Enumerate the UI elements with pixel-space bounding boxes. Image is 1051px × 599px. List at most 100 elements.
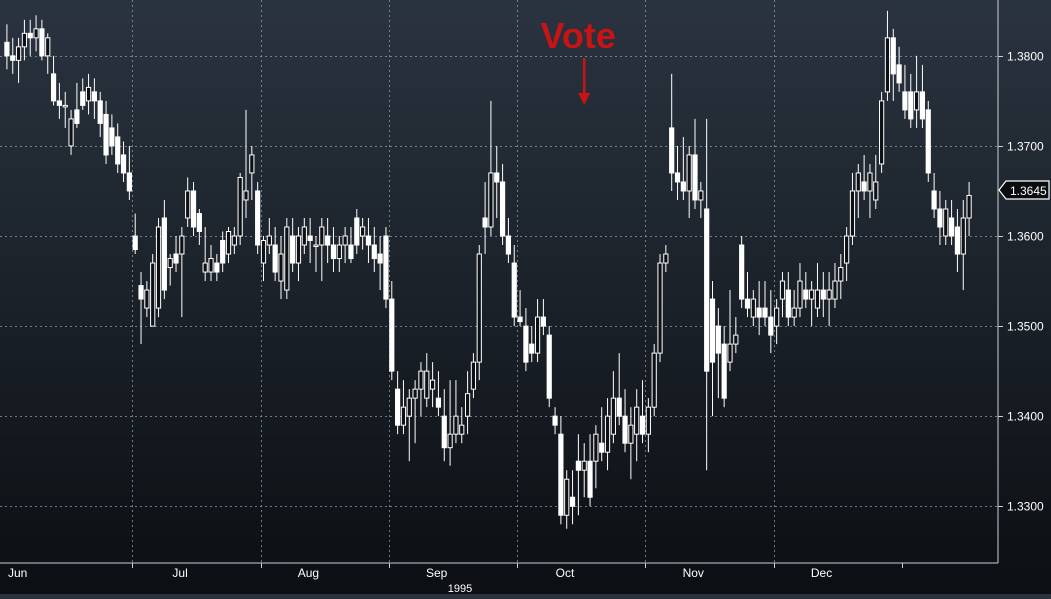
candle-body-down — [587, 460, 593, 498]
candle — [336, 236, 342, 273]
candle-body-down — [50, 73, 57, 102]
candle-body-down — [196, 212, 202, 233]
candle-body-down — [494, 172, 500, 183]
candle — [750, 290, 756, 327]
candle-body-down — [383, 235, 389, 300]
candle-body-down — [540, 316, 546, 327]
candle-body-down — [639, 415, 646, 435]
candle — [424, 353, 430, 408]
candle — [167, 254, 173, 286]
candle-body-up — [45, 37, 51, 57]
candle — [208, 245, 214, 282]
candle — [214, 254, 220, 282]
vote-annotation: Vote — [541, 15, 616, 105]
candle-body-up — [284, 226, 290, 291]
candle — [674, 145, 681, 200]
candle-body-up — [657, 262, 663, 354]
candle-body-down — [569, 496, 576, 507]
candle — [255, 181, 261, 255]
candle — [144, 281, 150, 318]
annotation-vote-label: Vote — [541, 15, 616, 56]
candle — [126, 145, 132, 200]
candle-body-up — [406, 397, 412, 417]
candle-body-down — [132, 235, 138, 251]
x-tick-label: Aug — [298, 566, 319, 580]
candle — [365, 217, 372, 264]
candle-body-down — [785, 289, 791, 318]
candle — [669, 73, 675, 191]
candle-body-down — [739, 244, 745, 300]
candle — [645, 398, 651, 453]
candle-body-down — [482, 217, 488, 228]
candle-body-down — [290, 235, 296, 264]
x-tick-label: Jun — [8, 566, 27, 580]
candle — [39, 19, 45, 61]
candle-body-down — [575, 460, 581, 471]
candle-body-up — [488, 172, 494, 228]
candle-body-up — [202, 262, 208, 273]
candle-body-down — [511, 262, 517, 318]
candle — [62, 91, 68, 128]
candle-body-down — [896, 64, 902, 84]
y-tick-label: 1.3500 — [1007, 320, 1044, 334]
candle-body-up — [15, 46, 22, 61]
candle — [639, 380, 646, 444]
candle-body-down — [861, 181, 867, 192]
candle — [50, 55, 57, 106]
candle — [762, 281, 768, 327]
candle-body-down — [389, 298, 395, 372]
candle-body-down — [27, 32, 33, 39]
candle-body-down — [499, 181, 506, 237]
candle-body-down — [348, 244, 354, 260]
candle — [774, 299, 780, 345]
candle — [33, 15, 39, 52]
candle-body-up — [400, 406, 407, 426]
candle-body-down — [704, 208, 710, 372]
candle-body-down — [97, 100, 103, 124]
candle — [581, 443, 587, 498]
candle-body-up — [604, 415, 611, 453]
candle-body-down — [558, 433, 564, 516]
candle-body-up — [750, 298, 756, 318]
last-price-box — [998, 180, 1050, 200]
candle-body-down — [925, 109, 931, 174]
candle-body-down — [954, 226, 961, 255]
candle-body-up — [873, 181, 879, 201]
y-tick-label: 1.3400 — [1007, 410, 1044, 424]
candle — [873, 154, 879, 209]
candle — [342, 227, 348, 264]
candle — [45, 33, 51, 74]
candle — [593, 425, 599, 489]
candle-body-down — [902, 91, 908, 111]
candle — [616, 353, 622, 426]
candle — [505, 217, 512, 264]
candle-body-up — [179, 235, 185, 255]
candle — [844, 227, 850, 282]
candle — [284, 217, 290, 300]
candle-body-up — [313, 244, 319, 248]
candle-body-up — [838, 267, 844, 282]
candle-body-up — [832, 280, 838, 300]
candle — [132, 213, 138, 255]
x-axis-year-label: 1995 — [448, 583, 472, 594]
x-tick-label: Sep — [426, 566, 448, 580]
candle-body-down — [744, 298, 751, 309]
candle — [546, 326, 552, 408]
candle — [937, 190, 943, 246]
candle-body-up — [581, 460, 587, 471]
candle — [109, 114, 115, 155]
candle — [225, 227, 232, 264]
candle-body-down — [307, 235, 313, 242]
candle-body-down — [715, 325, 721, 354]
candle-body-up — [319, 226, 325, 246]
candle — [103, 100, 109, 164]
candle — [733, 317, 739, 354]
candle-body-up — [779, 280, 786, 300]
candle — [418, 362, 424, 417]
candle — [435, 371, 442, 417]
candle — [814, 263, 821, 318]
candle-body-down — [937, 208, 943, 228]
candle-body-down — [56, 100, 62, 106]
candle — [919, 64, 926, 128]
